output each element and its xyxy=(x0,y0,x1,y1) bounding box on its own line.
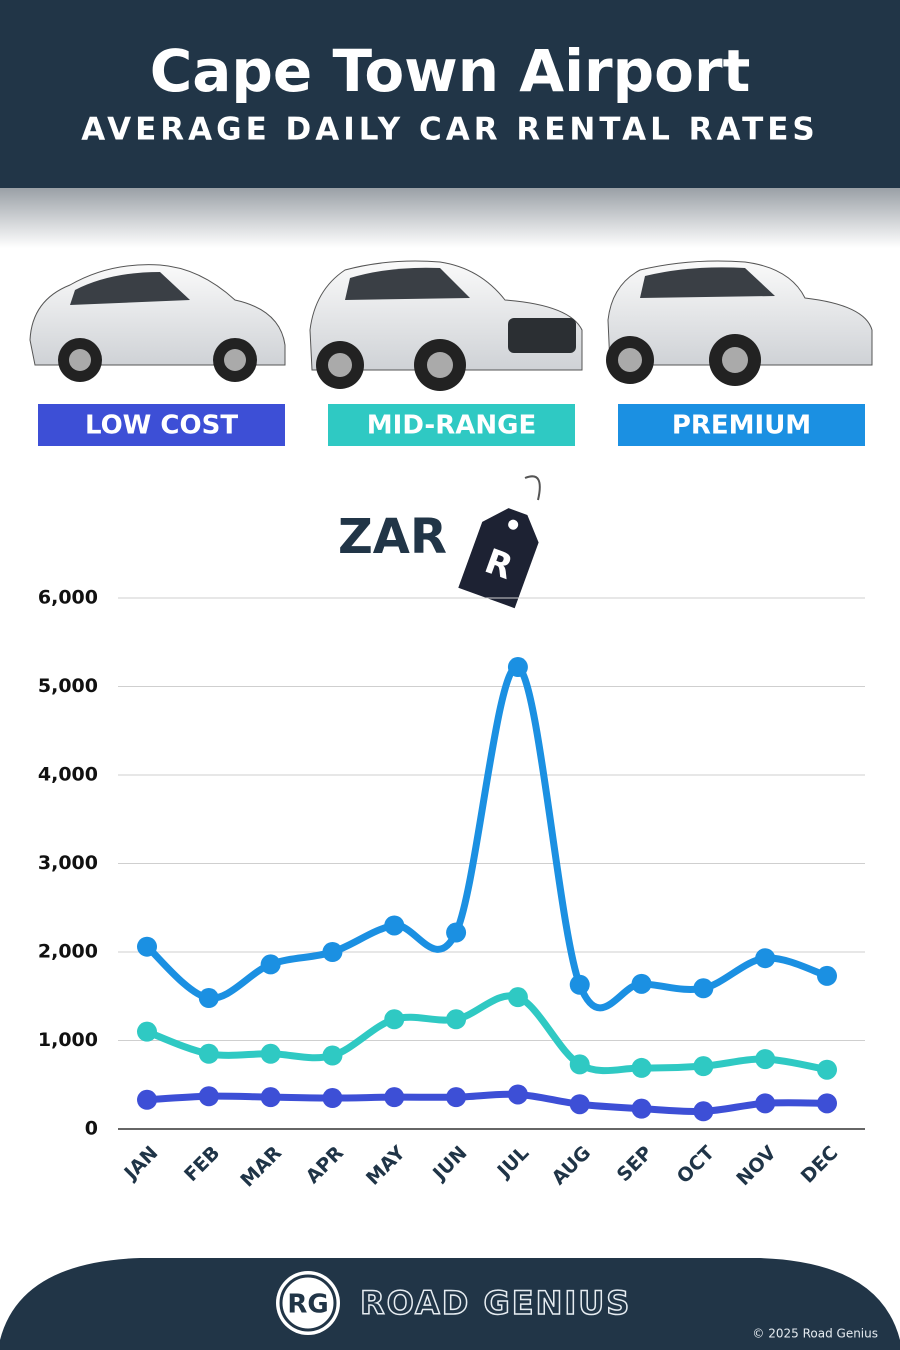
legend: LOW COST MID-RANGE PREMIUM xyxy=(38,404,865,446)
plot: 0 1,000 2,000 3,000 4,000 5,000 6,000 JAN FEB MAR… xyxy=(38,587,865,1192)
data-point xyxy=(569,974,590,995)
legend-label: LOW COST xyxy=(85,411,238,441)
x-tick-label: SEP xyxy=(613,1142,657,1186)
data-point xyxy=(817,1059,837,1080)
x-tick-label: JUN xyxy=(427,1142,471,1186)
header-band xyxy=(0,0,900,188)
x-tick-label: FEB xyxy=(180,1142,224,1186)
data-point xyxy=(198,988,219,1009)
copyright: © 2025 Road Genius xyxy=(752,1327,878,1341)
car-mid-range xyxy=(309,260,583,391)
data-point xyxy=(693,1056,714,1077)
data-point xyxy=(569,1094,590,1115)
data-point xyxy=(260,1043,281,1064)
data-point xyxy=(507,657,528,678)
data-point xyxy=(631,973,652,994)
data-point xyxy=(693,1101,714,1122)
currency-label: ZAR xyxy=(338,509,447,565)
data-point xyxy=(755,1049,776,1070)
data-point xyxy=(322,1045,343,1066)
data-point xyxy=(137,1021,157,1042)
car-premium xyxy=(606,260,873,386)
data-point xyxy=(137,1089,157,1110)
data-point xyxy=(817,965,837,986)
logo-circle xyxy=(276,1271,340,1335)
data-point xyxy=(198,1043,219,1064)
data-point xyxy=(384,1009,405,1030)
y-tick-label: 6,000 xyxy=(38,587,98,609)
title: Cape Town Airport xyxy=(150,37,751,105)
legend-swatch xyxy=(328,404,575,446)
legend-swatch xyxy=(38,404,285,446)
data-point xyxy=(569,1054,590,1075)
data-point xyxy=(507,987,528,1008)
brand: ROAD GENIUS xyxy=(360,1284,631,1322)
x-tick-label: JAN xyxy=(119,1142,163,1186)
data-point xyxy=(755,1093,776,1114)
price-tag: R xyxy=(458,508,539,609)
x-tick-label: AUG xyxy=(548,1142,595,1189)
legend-swatch xyxy=(618,404,865,446)
data-point xyxy=(260,1087,281,1108)
x-tick-label: OCT xyxy=(673,1142,719,1188)
data-point xyxy=(817,1093,837,1114)
x-tick-label: JUL xyxy=(492,1142,533,1183)
data-point xyxy=(260,954,281,975)
data-point xyxy=(384,1087,405,1108)
data-point xyxy=(446,1087,467,1108)
legend-label: MID-RANGE xyxy=(367,411,536,441)
data-point xyxy=(631,1098,652,1119)
logo-ring xyxy=(279,1274,337,1332)
data-point xyxy=(137,936,157,957)
data-point xyxy=(446,1009,467,1030)
y-tick-label: 5,000 xyxy=(38,675,98,697)
y-tick-label: 2,000 xyxy=(38,941,98,963)
car-low-cost xyxy=(29,264,286,382)
data-point xyxy=(755,948,776,969)
logo-text: RG xyxy=(287,1290,328,1320)
x-tick-label: DEC xyxy=(797,1142,843,1188)
x-tick-label: APR xyxy=(302,1142,348,1188)
data-point xyxy=(446,922,467,943)
header-shadow xyxy=(0,188,900,248)
x-tick-label: MAR xyxy=(236,1142,286,1192)
legend-label: PREMIUM xyxy=(672,411,811,441)
x-tick-label: NOV xyxy=(732,1142,780,1190)
data-point xyxy=(507,1084,528,1105)
data-point xyxy=(693,978,714,999)
y-tick-label: 0 xyxy=(85,1118,98,1140)
y-tick-label: 3,000 xyxy=(38,852,98,874)
tag-string xyxy=(524,475,541,501)
subtitle: AVERAGE DAILY CAR RENTAL RATES xyxy=(81,112,819,148)
data-point xyxy=(322,942,343,962)
data-point xyxy=(322,1088,343,1109)
x-tick-label: MAY xyxy=(362,1142,410,1190)
footer-band xyxy=(0,1258,900,1350)
data-point xyxy=(631,1057,652,1078)
series-line xyxy=(143,1090,831,1115)
data-point xyxy=(384,915,405,936)
series-line xyxy=(143,992,831,1075)
series-line xyxy=(143,663,831,1012)
data-point xyxy=(198,1086,219,1107)
y-tick-label: 1,000 xyxy=(38,1029,98,1051)
y-tick-label: 4,000 xyxy=(38,764,98,786)
